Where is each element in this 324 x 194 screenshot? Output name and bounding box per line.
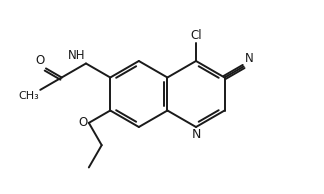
Text: O: O	[79, 116, 88, 129]
Text: N: N	[245, 53, 253, 66]
Text: N: N	[191, 128, 201, 141]
Text: NH: NH	[67, 49, 85, 62]
Text: Cl: Cl	[190, 29, 202, 42]
Text: O: O	[36, 55, 45, 68]
Text: CH₃: CH₃	[18, 91, 39, 101]
